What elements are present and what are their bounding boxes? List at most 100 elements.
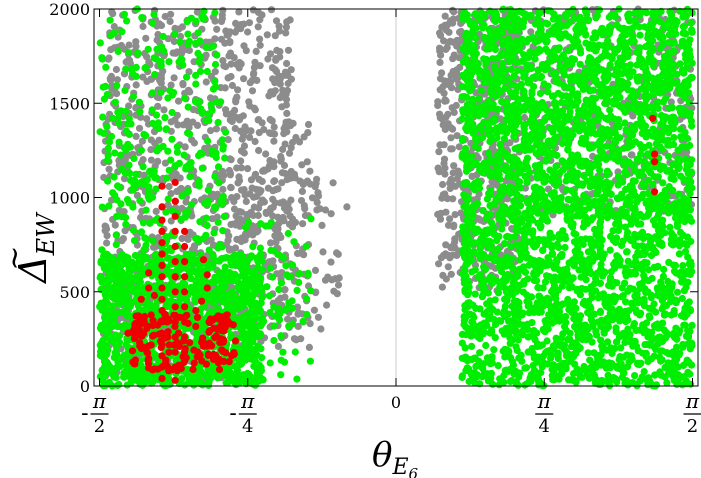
data-point [255,116,263,124]
data-point [629,112,637,120]
data-point [203,67,211,76]
data-point [121,86,129,94]
data-point [125,102,133,110]
data-point [306,167,314,175]
data-point [103,239,111,247]
data-point [316,205,324,213]
data-point [444,221,453,229]
data-point [670,47,678,55]
data-point [230,205,239,213]
data-point [250,283,258,291]
data-point [141,64,149,72]
data-point [249,243,257,251]
data-point [111,98,119,106]
data-point [456,28,464,36]
data-point [242,268,250,276]
data-point [162,208,170,216]
data-point [184,40,192,49]
data-point [269,273,277,281]
data-point [209,263,217,271]
data-point [239,292,247,300]
data-point [542,45,550,53]
data-point [561,243,569,252]
data-point [520,113,529,122]
data-point [303,158,311,166]
data-point [220,212,228,221]
data-point [449,55,457,63]
data-point [280,130,288,138]
data-point [232,381,240,389]
data-point [275,285,283,294]
data-point [121,227,129,235]
data-point [438,69,446,77]
data-point [468,172,476,180]
data-point [272,17,281,25]
data-point [278,179,286,187]
data-point [189,118,197,126]
data-point [270,177,278,186]
data-point [171,30,179,38]
data-point [205,117,213,125]
data-point [274,342,282,350]
data-point [222,110,230,118]
data-point [110,173,118,181]
data-point [106,16,114,24]
data-point [227,156,235,164]
data-point [213,25,221,33]
data-point [250,362,258,370]
data-point [210,192,218,200]
data-point [104,328,112,336]
data-point [688,321,696,329]
data-point [198,164,206,172]
data-point [224,277,233,285]
data-point [170,37,178,46]
data-point [142,34,150,42]
data-point [438,283,446,291]
data-point [228,117,236,126]
data-point [302,242,310,250]
data-point [610,115,619,123]
data-point [184,86,193,94]
data-point [262,150,270,158]
data-point [117,200,125,208]
data-point [327,210,335,218]
data-point [205,378,213,386]
data-point [271,312,279,320]
data-point [102,63,110,71]
data-point [116,356,124,364]
data-point [195,177,203,185]
data-point [181,381,189,389]
data-point [279,253,287,261]
data-point [434,210,442,218]
data-point [277,157,285,165]
data-point [109,285,117,293]
data-point [222,128,230,136]
data-point [108,254,116,262]
data-point [568,85,576,93]
data-point [210,229,218,237]
data-point [444,80,452,89]
data-point [440,37,448,45]
data-point [266,309,274,317]
data-point [277,279,285,287]
data-point [506,139,514,147]
data-point [248,87,257,95]
data-point [288,297,296,305]
data-point [211,372,219,380]
data-point [238,147,247,156]
data-point [183,117,191,125]
data-point [541,278,550,286]
data-point [257,287,265,295]
data-point [115,380,123,389]
data-point [105,202,113,210]
data-point [207,127,215,135]
data-point [168,108,176,117]
data-point [138,14,146,22]
data-point [154,234,163,242]
data-point [247,351,255,359]
data-point [218,136,226,144]
data-point [224,136,232,144]
data-point [274,297,282,305]
data-point [184,30,192,38]
data-point [255,377,263,385]
